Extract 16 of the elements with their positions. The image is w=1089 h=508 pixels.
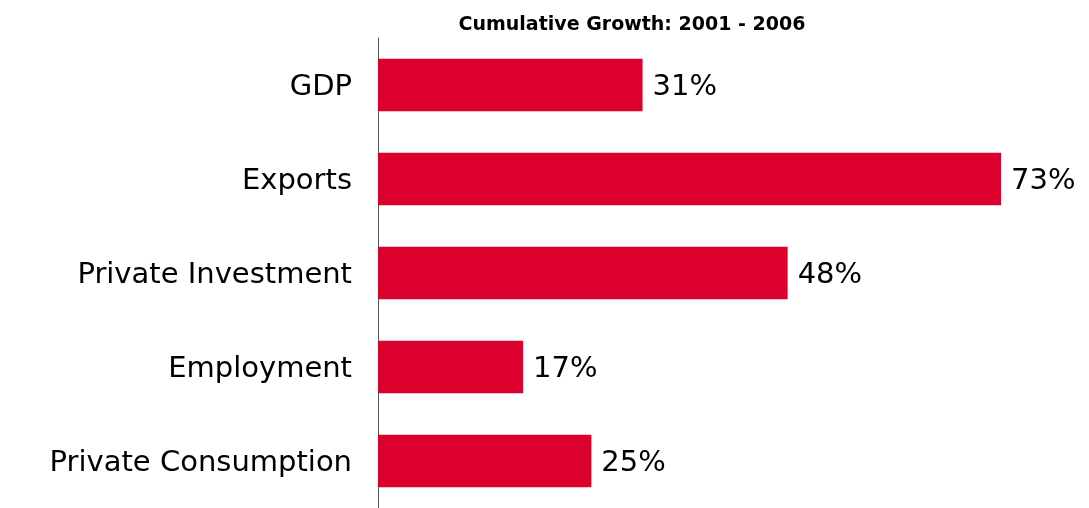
data-label: 31% xyxy=(652,68,718,102)
bar xyxy=(378,58,643,112)
y-tick-label: Private Investment xyxy=(77,256,352,290)
bar xyxy=(378,246,788,300)
y-tick-label: GDP xyxy=(289,68,352,102)
bar xyxy=(378,434,592,488)
y-tick-label: Employment xyxy=(168,350,352,384)
data-label: 73% xyxy=(1011,162,1076,196)
bar xyxy=(378,340,524,394)
bar xyxy=(378,152,1001,206)
y-tick-label: Exports xyxy=(241,162,352,196)
data-label: 17% xyxy=(533,350,598,384)
data-label: 48% xyxy=(797,256,863,290)
data-label: 25% xyxy=(601,444,666,478)
y-tick-label: Private Consumption xyxy=(49,444,352,478)
chart-title: Cumulative Growth: 2001 - 2006 xyxy=(458,11,806,34)
